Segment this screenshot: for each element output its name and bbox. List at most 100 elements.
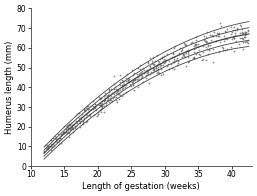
- Point: [131, 73, 135, 76]
- Point: [66, 127, 70, 130]
- Point: [131, 83, 135, 86]
- Point: [222, 39, 226, 42]
- Point: [238, 36, 242, 39]
- Point: [121, 87, 125, 90]
- Point: [98, 97, 102, 101]
- Point: [80, 121, 85, 124]
- X-axis label: Length of gestation (weeks): Length of gestation (weeks): [82, 182, 200, 191]
- Point: [59, 132, 63, 135]
- Point: [116, 89, 120, 93]
- Point: [192, 48, 196, 51]
- Point: [52, 144, 56, 147]
- Point: [62, 131, 66, 134]
- Point: [99, 107, 103, 111]
- Point: [205, 48, 209, 51]
- Point: [121, 79, 125, 82]
- Point: [167, 59, 171, 63]
- Point: [163, 59, 168, 62]
- Point: [246, 28, 250, 31]
- Point: [198, 53, 203, 56]
- Point: [67, 130, 71, 133]
- Point: [152, 60, 157, 63]
- Point: [65, 125, 69, 128]
- Point: [95, 115, 99, 118]
- Point: [214, 34, 218, 38]
- Point: [159, 67, 163, 70]
- Point: [172, 46, 176, 50]
- Point: [155, 70, 160, 73]
- Point: [246, 39, 250, 42]
- Point: [238, 32, 242, 35]
- Point: [199, 58, 204, 61]
- Point: [136, 72, 141, 75]
- Point: [176, 59, 180, 62]
- Point: [124, 76, 128, 79]
- Point: [233, 31, 237, 34]
- Point: [231, 35, 235, 38]
- Point: [217, 32, 221, 35]
- Point: [78, 120, 82, 123]
- Point: [141, 66, 145, 70]
- Point: [154, 64, 158, 67]
- Point: [106, 94, 110, 97]
- Point: [67, 136, 71, 139]
- Point: [133, 77, 137, 80]
- Point: [241, 47, 245, 50]
- Point: [61, 131, 65, 134]
- Point: [81, 118, 85, 122]
- Point: [170, 66, 174, 69]
- Point: [192, 55, 196, 59]
- Point: [152, 63, 157, 66]
- Point: [204, 46, 208, 49]
- Point: [229, 25, 233, 29]
- Point: [118, 74, 122, 77]
- Point: [91, 99, 95, 102]
- Point: [64, 131, 68, 134]
- Point: [147, 82, 151, 85]
- Point: [87, 108, 91, 111]
- Point: [46, 148, 50, 151]
- Point: [154, 71, 159, 74]
- Point: [243, 40, 247, 43]
- Point: [136, 77, 141, 81]
- Point: [56, 133, 60, 136]
- Point: [105, 96, 109, 99]
- Point: [102, 95, 106, 98]
- Point: [46, 145, 50, 148]
- Point: [244, 30, 248, 33]
- Point: [234, 39, 238, 42]
- Point: [138, 71, 142, 74]
- Point: [243, 32, 247, 35]
- Point: [243, 31, 247, 34]
- Point: [200, 50, 205, 53]
- Point: [132, 88, 136, 91]
- Point: [133, 78, 137, 81]
- Point: [231, 28, 235, 31]
- Point: [187, 59, 191, 62]
- Point: [107, 100, 111, 103]
- Point: [158, 62, 162, 65]
- Point: [96, 112, 100, 115]
- Point: [136, 67, 140, 70]
- Point: [98, 108, 102, 111]
- Point: [204, 40, 208, 43]
- Point: [206, 52, 210, 55]
- Point: [216, 33, 221, 36]
- Point: [138, 64, 142, 67]
- Point: [157, 71, 161, 74]
- Point: [49, 148, 53, 151]
- Point: [156, 65, 160, 68]
- Point: [194, 43, 198, 46]
- Point: [150, 62, 154, 65]
- Point: [107, 90, 111, 93]
- Point: [84, 106, 88, 110]
- Point: [121, 80, 125, 83]
- Point: [85, 107, 89, 110]
- Point: [224, 37, 228, 40]
- Point: [235, 28, 239, 32]
- Point: [66, 131, 70, 134]
- Point: [182, 54, 186, 58]
- Point: [45, 143, 49, 147]
- Point: [172, 60, 176, 64]
- Point: [77, 120, 81, 123]
